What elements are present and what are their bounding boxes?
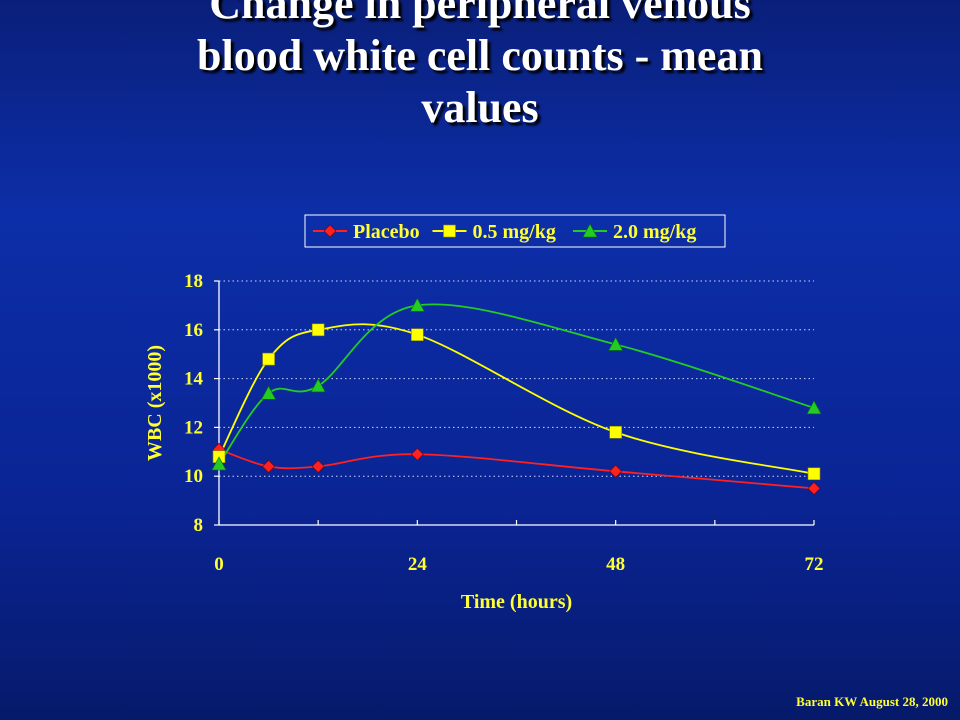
point-2-0-mg-kg-48 <box>608 336 624 351</box>
point-placebo-12 <box>311 460 325 473</box>
series-lines <box>218 303 815 490</box>
point-placebo-72 <box>807 481 821 495</box>
point-2-0-mg-kg-72 <box>806 400 822 415</box>
point-0-5-mg-kg-72 <box>807 467 821 481</box>
series-line-0-5-mg-kg <box>218 323 815 475</box>
axes <box>214 280 815 526</box>
legend: Placebo 0.5 mg/kg 2.0 mg/kg <box>304 214 726 248</box>
point-0-5-mg-kg-6 <box>262 352 275 366</box>
point-2-0-mg-kg-6 <box>261 385 277 400</box>
y-tick-label-10: 10 <box>184 466 203 487</box>
x-tick-label-48: 48 <box>606 554 625 575</box>
point-0-5-mg-kg-12 <box>311 323 325 337</box>
series-markers <box>211 297 822 495</box>
y-tick-label-14: 14 <box>184 369 204 390</box>
slide-title: Change in peripheral venous blood white … <box>0 0 960 134</box>
x-tick-label-72: 72 <box>805 554 824 575</box>
point-0-5-mg-kg-48 <box>609 425 622 439</box>
title-line-1: Change in peripheral venous <box>209 0 751 28</box>
point-placebo-24 <box>410 447 424 461</box>
point-placebo-48 <box>609 464 623 478</box>
legend-label-2-0-mg-kg: 2.0 mg/kg <box>613 221 696 243</box>
point-placebo-6 <box>262 460 276 473</box>
tick-labels: 8 10 12 14 16 18 0 24 48 72 <box>184 271 824 575</box>
legend-marker-placebo <box>323 224 337 238</box>
y-tick-label-16: 16 <box>184 320 203 341</box>
y-tick-label-8: 8 <box>194 515 204 536</box>
legend-marker-0-5-mg-kg <box>443 224 456 238</box>
title-line-3: values <box>421 83 539 132</box>
y-tick-label-12: 12 <box>184 417 203 438</box>
point-2-0-mg-kg-12 <box>310 378 326 393</box>
point-2-0-mg-kg-0 <box>211 456 227 471</box>
x-tick-label-24: 24 <box>408 554 428 575</box>
x-axis-label: Time (hours) <box>461 591 572 613</box>
legend-label-0-5-mg-kg: 0.5 mg/kg <box>473 221 556 243</box>
point-0-5-mg-kg-24 <box>411 328 424 341</box>
legend-box <box>304 214 726 248</box>
y-axis-label: WBC (x1000) <box>144 345 166 461</box>
legend-marker-2-0-mg-kg <box>582 223 598 238</box>
footer-credit: Baran KW August 28, 2000 <box>796 694 948 709</box>
y-tick-label-18: 18 <box>184 271 203 292</box>
title-line-2: blood white cell counts - mean <box>197 31 763 80</box>
series-line-placebo <box>218 448 815 490</box>
x-tick-label-0: 0 <box>214 554 224 575</box>
point-2-0-mg-kg-24 <box>409 297 425 312</box>
legend-label-placebo: Placebo <box>353 221 420 243</box>
